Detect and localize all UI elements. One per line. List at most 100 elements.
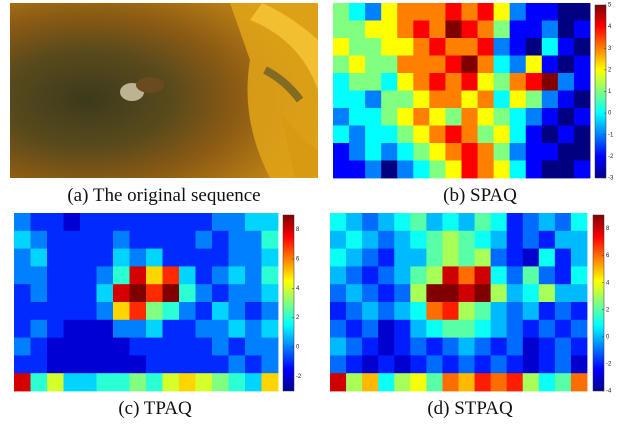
heat-cell xyxy=(558,21,574,39)
heat-cell xyxy=(146,266,163,284)
heat-cell xyxy=(394,231,410,249)
heat-cell xyxy=(426,284,442,302)
heat-cell xyxy=(574,91,590,109)
heat-cell xyxy=(558,161,574,179)
heat-cell xyxy=(462,21,478,39)
heat-cell xyxy=(574,21,590,39)
heat-cell xyxy=(394,284,410,302)
heat-cell xyxy=(346,266,362,284)
heat-cell xyxy=(426,266,442,284)
heat-cell xyxy=(491,249,507,267)
heat-cell xyxy=(539,373,555,391)
heat-cell xyxy=(445,38,461,56)
heat-cell xyxy=(507,231,523,249)
heat-cell xyxy=(378,213,394,231)
heat-cell xyxy=(555,320,571,338)
heat-cell xyxy=(510,21,526,39)
colorbar-tick-label: 2 xyxy=(296,315,300,321)
heat-cell xyxy=(445,161,461,179)
heat-cell xyxy=(397,73,413,91)
heat-cell xyxy=(163,320,180,338)
heat-cell xyxy=(571,284,587,302)
heat-cell xyxy=(362,213,378,231)
heat-cell xyxy=(130,284,147,302)
heat-cell xyxy=(80,373,97,391)
heat-cell xyxy=(462,143,478,161)
heat-cell xyxy=(262,320,279,338)
heat-cell xyxy=(410,284,426,302)
heat-cell xyxy=(179,213,196,231)
heat-cell xyxy=(413,21,429,39)
heat-cell xyxy=(394,249,410,267)
heat-cell xyxy=(80,338,97,356)
heat-cell xyxy=(494,143,510,161)
heat-cell xyxy=(31,338,48,356)
heat-cell xyxy=(491,213,507,231)
heat-cell xyxy=(542,56,558,74)
heat-cell xyxy=(539,338,555,356)
heat-cell xyxy=(413,143,429,161)
heat-cell xyxy=(526,108,542,126)
heat-cell xyxy=(539,284,555,302)
heat-cell xyxy=(397,38,413,56)
heat-cell xyxy=(212,320,229,338)
colorbar-tick-label: 2 xyxy=(608,67,612,73)
heat-cell xyxy=(445,108,461,126)
heat-cell xyxy=(429,3,445,21)
heat-cell xyxy=(362,338,378,356)
heat-cell xyxy=(346,320,362,338)
heat-cell xyxy=(558,143,574,161)
heat-cell xyxy=(478,108,494,126)
heat-cell xyxy=(212,231,229,249)
heat-cell xyxy=(459,213,475,231)
heat-cell xyxy=(365,38,381,56)
caption: (b) SPAQ xyxy=(443,185,517,206)
heat-cell xyxy=(526,38,542,56)
heat-cell xyxy=(346,249,362,267)
heat-cell xyxy=(146,320,163,338)
heat-cell xyxy=(397,126,413,144)
heat-cell xyxy=(397,56,413,74)
heat-cell xyxy=(429,21,445,39)
heat-cell xyxy=(346,338,362,356)
heat-cell xyxy=(558,73,574,91)
heat-cell xyxy=(262,213,279,231)
heat-cell xyxy=(491,338,507,356)
heat-cell xyxy=(245,373,262,391)
heat-cell xyxy=(196,213,213,231)
heat-cell xyxy=(80,355,97,373)
heat-cell xyxy=(410,355,426,373)
heat-cell xyxy=(196,266,213,284)
heat-cell xyxy=(394,338,410,356)
heat-cell xyxy=(571,249,587,267)
heat-cell xyxy=(245,338,262,356)
heat-cell xyxy=(459,284,475,302)
heat-cell xyxy=(459,302,475,320)
heat-cell xyxy=(31,231,48,249)
heat-cell xyxy=(330,213,346,231)
heat-cell xyxy=(526,3,542,21)
heat-cell xyxy=(462,108,478,126)
heat-cell xyxy=(558,126,574,144)
heat-cell xyxy=(378,302,394,320)
heat-cell xyxy=(413,161,429,179)
figure: (a) The original sequence 543210-1-2-3(b… xyxy=(0,0,617,424)
heat-cell xyxy=(378,231,394,249)
heat-cell xyxy=(459,320,475,338)
heat-cell xyxy=(97,231,114,249)
heat-cell xyxy=(179,320,196,338)
heat-cell xyxy=(330,302,346,320)
heat-cell xyxy=(510,126,526,144)
heat-cell xyxy=(365,73,381,91)
heat-cell xyxy=(429,126,445,144)
heat-cell xyxy=(245,266,262,284)
heat-cell xyxy=(262,373,279,391)
heat-cell xyxy=(346,302,362,320)
heat-cell xyxy=(394,373,410,391)
heat-cell xyxy=(362,231,378,249)
heat-cell xyxy=(196,302,213,320)
heat-cell xyxy=(462,91,478,109)
heat-cell xyxy=(346,213,362,231)
heat-cell xyxy=(229,231,246,249)
heat-cell xyxy=(64,249,81,267)
